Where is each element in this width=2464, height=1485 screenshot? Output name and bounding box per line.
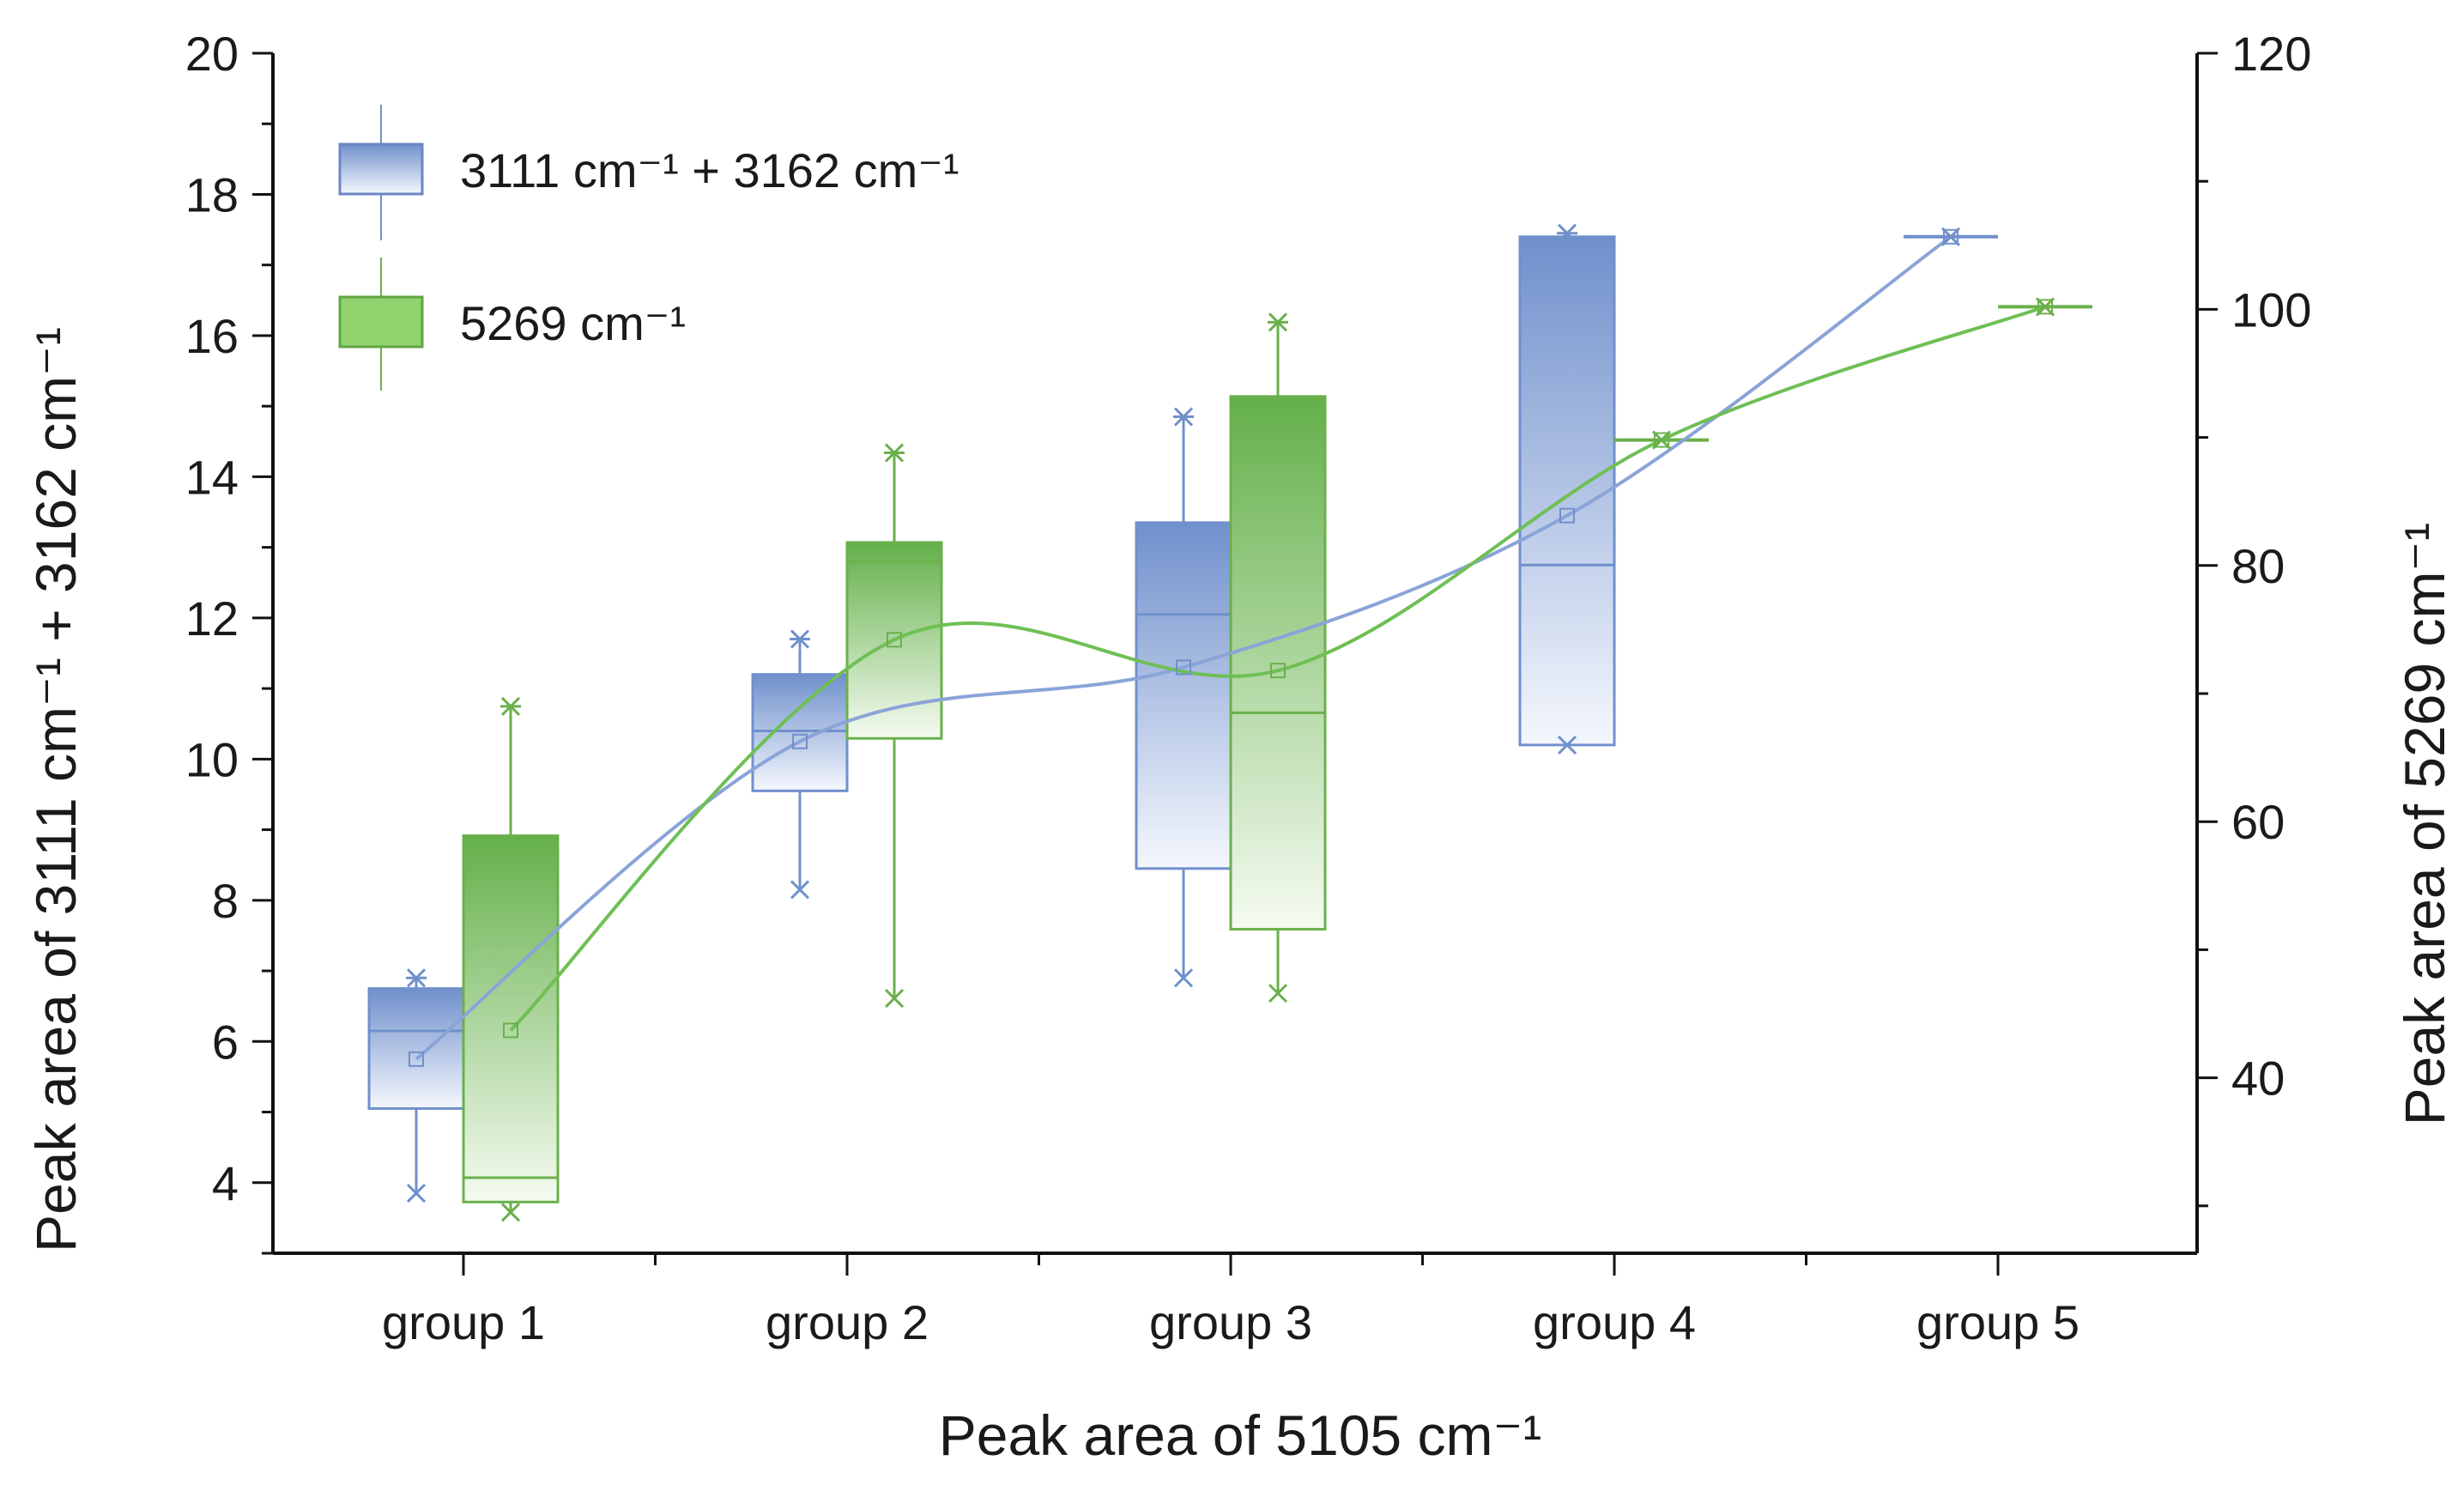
mean-line <box>509 305 2046 1032</box>
x-tick-label: group 3 <box>1149 1295 1312 1349</box>
mean-marker <box>503 1022 518 1039</box>
right-tick-label: 120 <box>2231 27 2311 81</box>
max-marker <box>406 968 427 988</box>
mean-marker <box>887 632 902 648</box>
max-marker <box>500 696 521 716</box>
right-tick-label: 60 <box>2231 795 2285 849</box>
max-marker <box>884 443 905 463</box>
box <box>751 673 849 792</box>
min-marker <box>1173 968 1194 988</box>
box <box>1135 521 1232 870</box>
mean-marker <box>792 733 808 749</box>
left-tick-label: 10 <box>185 732 239 786</box>
box <box>462 834 560 1203</box>
mean-lines-layer <box>415 235 2046 1061</box>
left-tick-label: 16 <box>185 309 239 363</box>
min-marker <box>500 1203 521 1222</box>
max-marker <box>1173 407 1194 427</box>
min-marker <box>406 1184 427 1203</box>
legend-blue-swatch <box>338 142 424 196</box>
min-marker <box>1268 984 1288 1003</box>
x-axis-title: Peak area of 5105 cm⁻¹ <box>939 1403 1542 1467</box>
left-tick-label: 6 <box>212 1015 239 1069</box>
legend-label-blue: 3111 cm⁻¹ + 3162 cm⁻¹ <box>460 143 960 197</box>
markers-layer <box>406 223 2055 1222</box>
legend-green-swatch <box>338 295 424 349</box>
x-tick-label: group 5 <box>1916 1295 2080 1349</box>
max-marker <box>1557 223 1577 243</box>
left-tick-label: 14 <box>185 450 239 504</box>
mean-marker <box>1654 432 1669 448</box>
mean-marker <box>1559 507 1575 524</box>
left-tick-label: 4 <box>212 1156 239 1210</box>
mean-marker <box>1270 663 1286 679</box>
mean-marker <box>1176 659 1191 676</box>
left-tick-label: 18 <box>185 167 239 221</box>
left-tick-label: 12 <box>185 591 239 646</box>
mean-marker <box>409 1051 424 1067</box>
min-marker <box>884 989 905 1009</box>
left-tick-label: 8 <box>212 874 239 928</box>
right-axis-title: Peak area of 5269 cm⁻¹ <box>2393 523 2456 1126</box>
mean-marker <box>1943 228 1958 245</box>
legend: 3111 cm⁻¹ + 3162 cm⁻¹ 5269 cm⁻¹ <box>338 105 960 391</box>
max-marker <box>1268 312 1288 332</box>
box <box>1518 235 1616 747</box>
axes-ticks: 4 6 8 10 12 14 16 18 20 40 60 80 100 120 group 1 group … <box>185 27 2312 1349</box>
right-tick-label: 40 <box>2231 1052 2285 1106</box>
right-tick-label: 100 <box>2231 282 2311 336</box>
min-marker <box>1557 735 1577 755</box>
mean-marker <box>2037 299 2053 315</box>
x-tick-label: group 4 <box>1533 1295 1696 1349</box>
left-axis-title: Peak area of 3111 cm⁻¹ + 3162 cm⁻¹ <box>24 327 88 1252</box>
legend-label-green: 5269 cm⁻¹ <box>460 296 686 350</box>
box <box>367 987 465 1110</box>
x-tick-label: group 2 <box>766 1295 929 1349</box>
x-tick-label: group 1 <box>382 1295 545 1349</box>
max-marker <box>790 629 810 649</box>
right-tick-label: 80 <box>2231 539 2285 593</box>
min-marker <box>790 880 810 900</box>
left-tick-label: 20 <box>185 27 239 81</box>
boxes-layer <box>367 233 2092 1213</box>
